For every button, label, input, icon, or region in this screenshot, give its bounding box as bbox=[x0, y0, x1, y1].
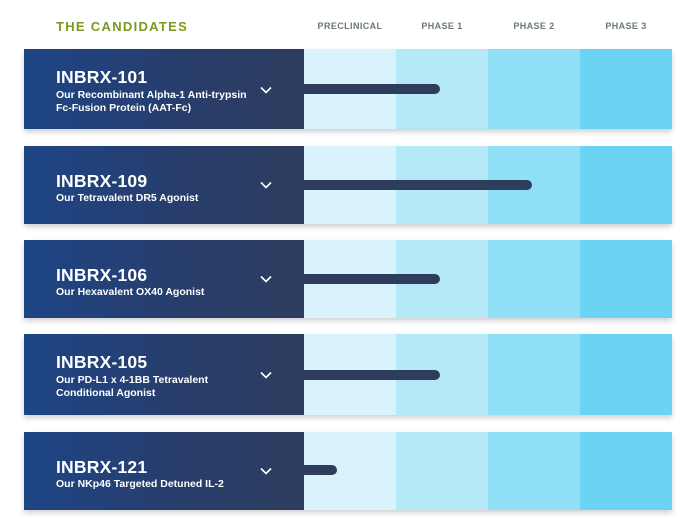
phase-label-phase-2: PHASE 2 bbox=[513, 21, 555, 31]
stage-cell-phase-3 bbox=[580, 240, 672, 318]
progress-bar bbox=[296, 465, 337, 475]
chevron-down-icon[interactable] bbox=[260, 86, 272, 94]
stage-cell-phase-2 bbox=[488, 432, 580, 510]
candidate-name: INBRX-106 bbox=[56, 265, 148, 285]
candidate-description: Our Hexavalent OX40 Agonist bbox=[56, 286, 205, 298]
candidate-row-inbrx-105[interactable]: INBRX-105 Our PD-L1 x 4-1BB Tetravalent … bbox=[24, 334, 672, 415]
candidate-row-inbrx-109[interactable]: INBRX-109 Our Tetravalent DR5 Agonist bbox=[24, 146, 672, 224]
candidate-card: INBRX-109 Our Tetravalent DR5 Agonist bbox=[24, 146, 304, 224]
candidate-name: INBRX-109 bbox=[56, 171, 148, 191]
candidate-description: Our PD-L1 x 4-1BB Tetravalent Conditiona… bbox=[56, 374, 209, 399]
candidate-card: INBRX-105 Our PD-L1 x 4-1BB Tetravalent … bbox=[24, 334, 304, 415]
phase-label-phase-3: PHASE 3 bbox=[605, 21, 647, 31]
pipeline-header: THE CANDIDATES PRECLINICAL PHASE 1 PHASE… bbox=[0, 0, 684, 48]
candidate-description: Our Recombinant Alpha-1 Anti-trypsin Fc-… bbox=[56, 89, 247, 114]
chevron-down-icon[interactable] bbox=[260, 181, 272, 189]
chevron-down-icon[interactable] bbox=[260, 467, 272, 475]
candidate-name: INBRX-105 bbox=[56, 352, 148, 372]
stage-cell-phase-3 bbox=[580, 432, 672, 510]
candidate-name: INBRX-101 bbox=[56, 67, 148, 87]
chevron-down-icon[interactable] bbox=[260, 275, 272, 283]
candidate-description: Our NKp46 Targeted Detuned IL-2 bbox=[56, 478, 224, 490]
stage-cell-phase-1 bbox=[396, 432, 488, 510]
stage-cell-phase-3 bbox=[580, 334, 672, 415]
progress-bar bbox=[296, 274, 440, 284]
candidate-name: INBRX-121 bbox=[56, 457, 148, 477]
progress-bar bbox=[296, 84, 440, 94]
candidate-row-inbrx-106[interactable]: INBRX-106 Our Hexavalent OX40 Agonist bbox=[24, 240, 672, 318]
chevron-down-icon[interactable] bbox=[260, 371, 272, 379]
stage-cell-phase-3 bbox=[580, 49, 672, 129]
candidate-row-inbrx-121[interactable]: INBRX-121 Our NKp46 Targeted Detuned IL-… bbox=[24, 432, 672, 510]
stage-cell-phase-3 bbox=[580, 146, 672, 224]
candidate-card: INBRX-101 Our Recombinant Alpha-1 Anti-t… bbox=[24, 49, 304, 129]
progress-bar bbox=[296, 370, 440, 380]
stage-cell-phase-2 bbox=[488, 334, 580, 415]
candidate-row-inbrx-101[interactable]: INBRX-101 Our Recombinant Alpha-1 Anti-t… bbox=[24, 49, 672, 129]
phase-label-preclinical: PRECLINICAL bbox=[317, 21, 383, 31]
section-title: THE CANDIDATES bbox=[56, 19, 189, 34]
candidate-description: Our Tetravalent DR5 Agonist bbox=[56, 192, 199, 204]
candidate-card: INBRX-121 Our NKp46 Targeted Detuned IL-… bbox=[24, 432, 304, 510]
progress-bar bbox=[296, 180, 532, 190]
stage-cell-phase-2 bbox=[488, 240, 580, 318]
phase-label-phase-1: PHASE 1 bbox=[421, 21, 463, 31]
stage-cell-phase-2 bbox=[488, 49, 580, 129]
candidate-card: INBRX-106 Our Hexavalent OX40 Agonist bbox=[24, 240, 304, 318]
